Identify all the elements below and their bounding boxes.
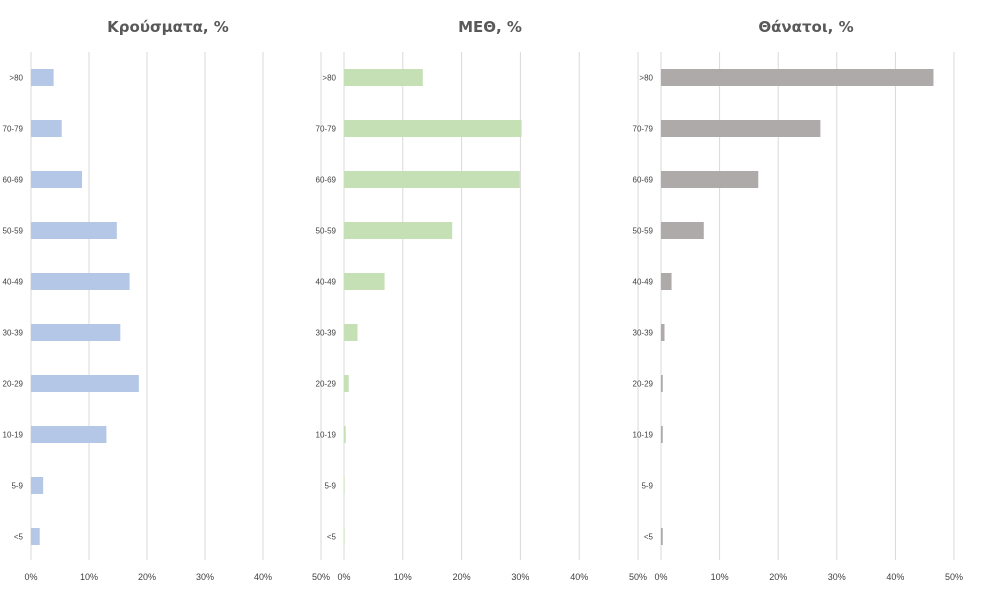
category-label: 50-59 (316, 227, 337, 236)
x-tick-label: 10% (394, 572, 412, 582)
x-tick-label: 50% (312, 572, 330, 582)
bar (661, 528, 663, 545)
bar (344, 426, 346, 443)
category-label: 5-9 (324, 482, 336, 491)
bar (344, 528, 345, 545)
bar (344, 324, 358, 341)
category-label: 40-49 (316, 278, 337, 287)
bar (344, 222, 453, 239)
bar (31, 324, 121, 341)
category-label: 70-79 (633, 125, 654, 134)
bar (344, 477, 345, 494)
x-tick-label: 40% (570, 572, 588, 582)
bar (661, 222, 704, 239)
category-label: <5 (327, 533, 337, 542)
bar (31, 375, 139, 392)
category-label: 20-29 (633, 380, 654, 389)
category-label: 70-79 (316, 125, 337, 134)
chart-title: Κρούσματα, % (107, 18, 229, 36)
category-label: 40-49 (633, 278, 654, 287)
bar (661, 375, 663, 392)
category-label: 30-39 (316, 329, 337, 338)
bar (344, 120, 522, 137)
chart-panel-3: Θάνατοι, % 0% 10% 20% 30% 40% 50% >80 70-79 60-69… (633, 18, 963, 582)
category-label: 5-9 (641, 482, 653, 491)
bar (661, 324, 665, 341)
category-label: 20-29 (316, 380, 337, 389)
bar (31, 171, 83, 188)
x-tick-label: 20% (138, 572, 156, 582)
bar (31, 273, 130, 290)
category-label: >80 (322, 74, 336, 83)
bar (31, 69, 54, 86)
bar (31, 120, 62, 137)
chart-panel-2: ΜΕΘ, % 0% 10% 20% 30% 40% 50% >80 70-79 60-69 50-5… (316, 18, 647, 582)
x-tick-label: 20% (769, 572, 787, 582)
bar (31, 426, 107, 443)
x-tick-label: 30% (828, 572, 846, 582)
x-tick-label: 20% (453, 572, 471, 582)
category-label: 40-49 (3, 278, 24, 287)
bar (344, 273, 385, 290)
category-label: 70-79 (3, 125, 24, 134)
x-tick-label: 30% (196, 572, 214, 582)
bar (31, 222, 117, 239)
bar (661, 273, 672, 290)
x-tick-label: 10% (711, 572, 729, 582)
x-tick-label: 0% (24, 572, 37, 582)
bar (31, 528, 40, 545)
category-label: 20-29 (3, 380, 24, 389)
x-tick-label: 0% (337, 572, 350, 582)
x-tick-label: 30% (511, 572, 529, 582)
category-label: 60-69 (633, 176, 654, 185)
category-label: >80 (9, 74, 23, 83)
bar (661, 426, 663, 443)
bar (31, 477, 44, 494)
category-label: 60-69 (316, 176, 337, 185)
x-tick-label: 50% (629, 572, 647, 582)
bar (661, 171, 759, 188)
chart-panel-1: Κρούσματα, % 0% 10% 20% 30% 40% 50% >80 70-79 60-… (3, 18, 330, 582)
category-label: 10-19 (3, 431, 24, 440)
x-tick-label: 10% (80, 572, 98, 582)
category-label: 30-39 (3, 329, 24, 338)
category-label: 30-39 (633, 329, 654, 338)
category-label: 50-59 (633, 227, 654, 236)
category-label: <5 (644, 533, 654, 542)
chart-title: ΜΕΘ, % (458, 18, 522, 36)
category-label: 50-59 (3, 227, 24, 236)
bar (344, 171, 520, 188)
bar (661, 69, 934, 86)
x-tick-label: 0% (654, 572, 667, 582)
x-tick-label: 50% (945, 572, 963, 582)
bar (344, 375, 349, 392)
category-label: >80 (639, 74, 653, 83)
category-label: <5 (14, 533, 24, 542)
category-label: 10-19 (633, 431, 654, 440)
bar (344, 69, 423, 86)
category-label: 10-19 (316, 431, 337, 440)
chart-title: Θάνατοι, % (758, 18, 853, 36)
x-tick-label: 40% (254, 572, 272, 582)
category-label: 5-9 (11, 482, 23, 491)
category-label: 60-69 (3, 176, 24, 185)
bar (661, 120, 821, 137)
x-tick-label: 40% (886, 572, 904, 582)
